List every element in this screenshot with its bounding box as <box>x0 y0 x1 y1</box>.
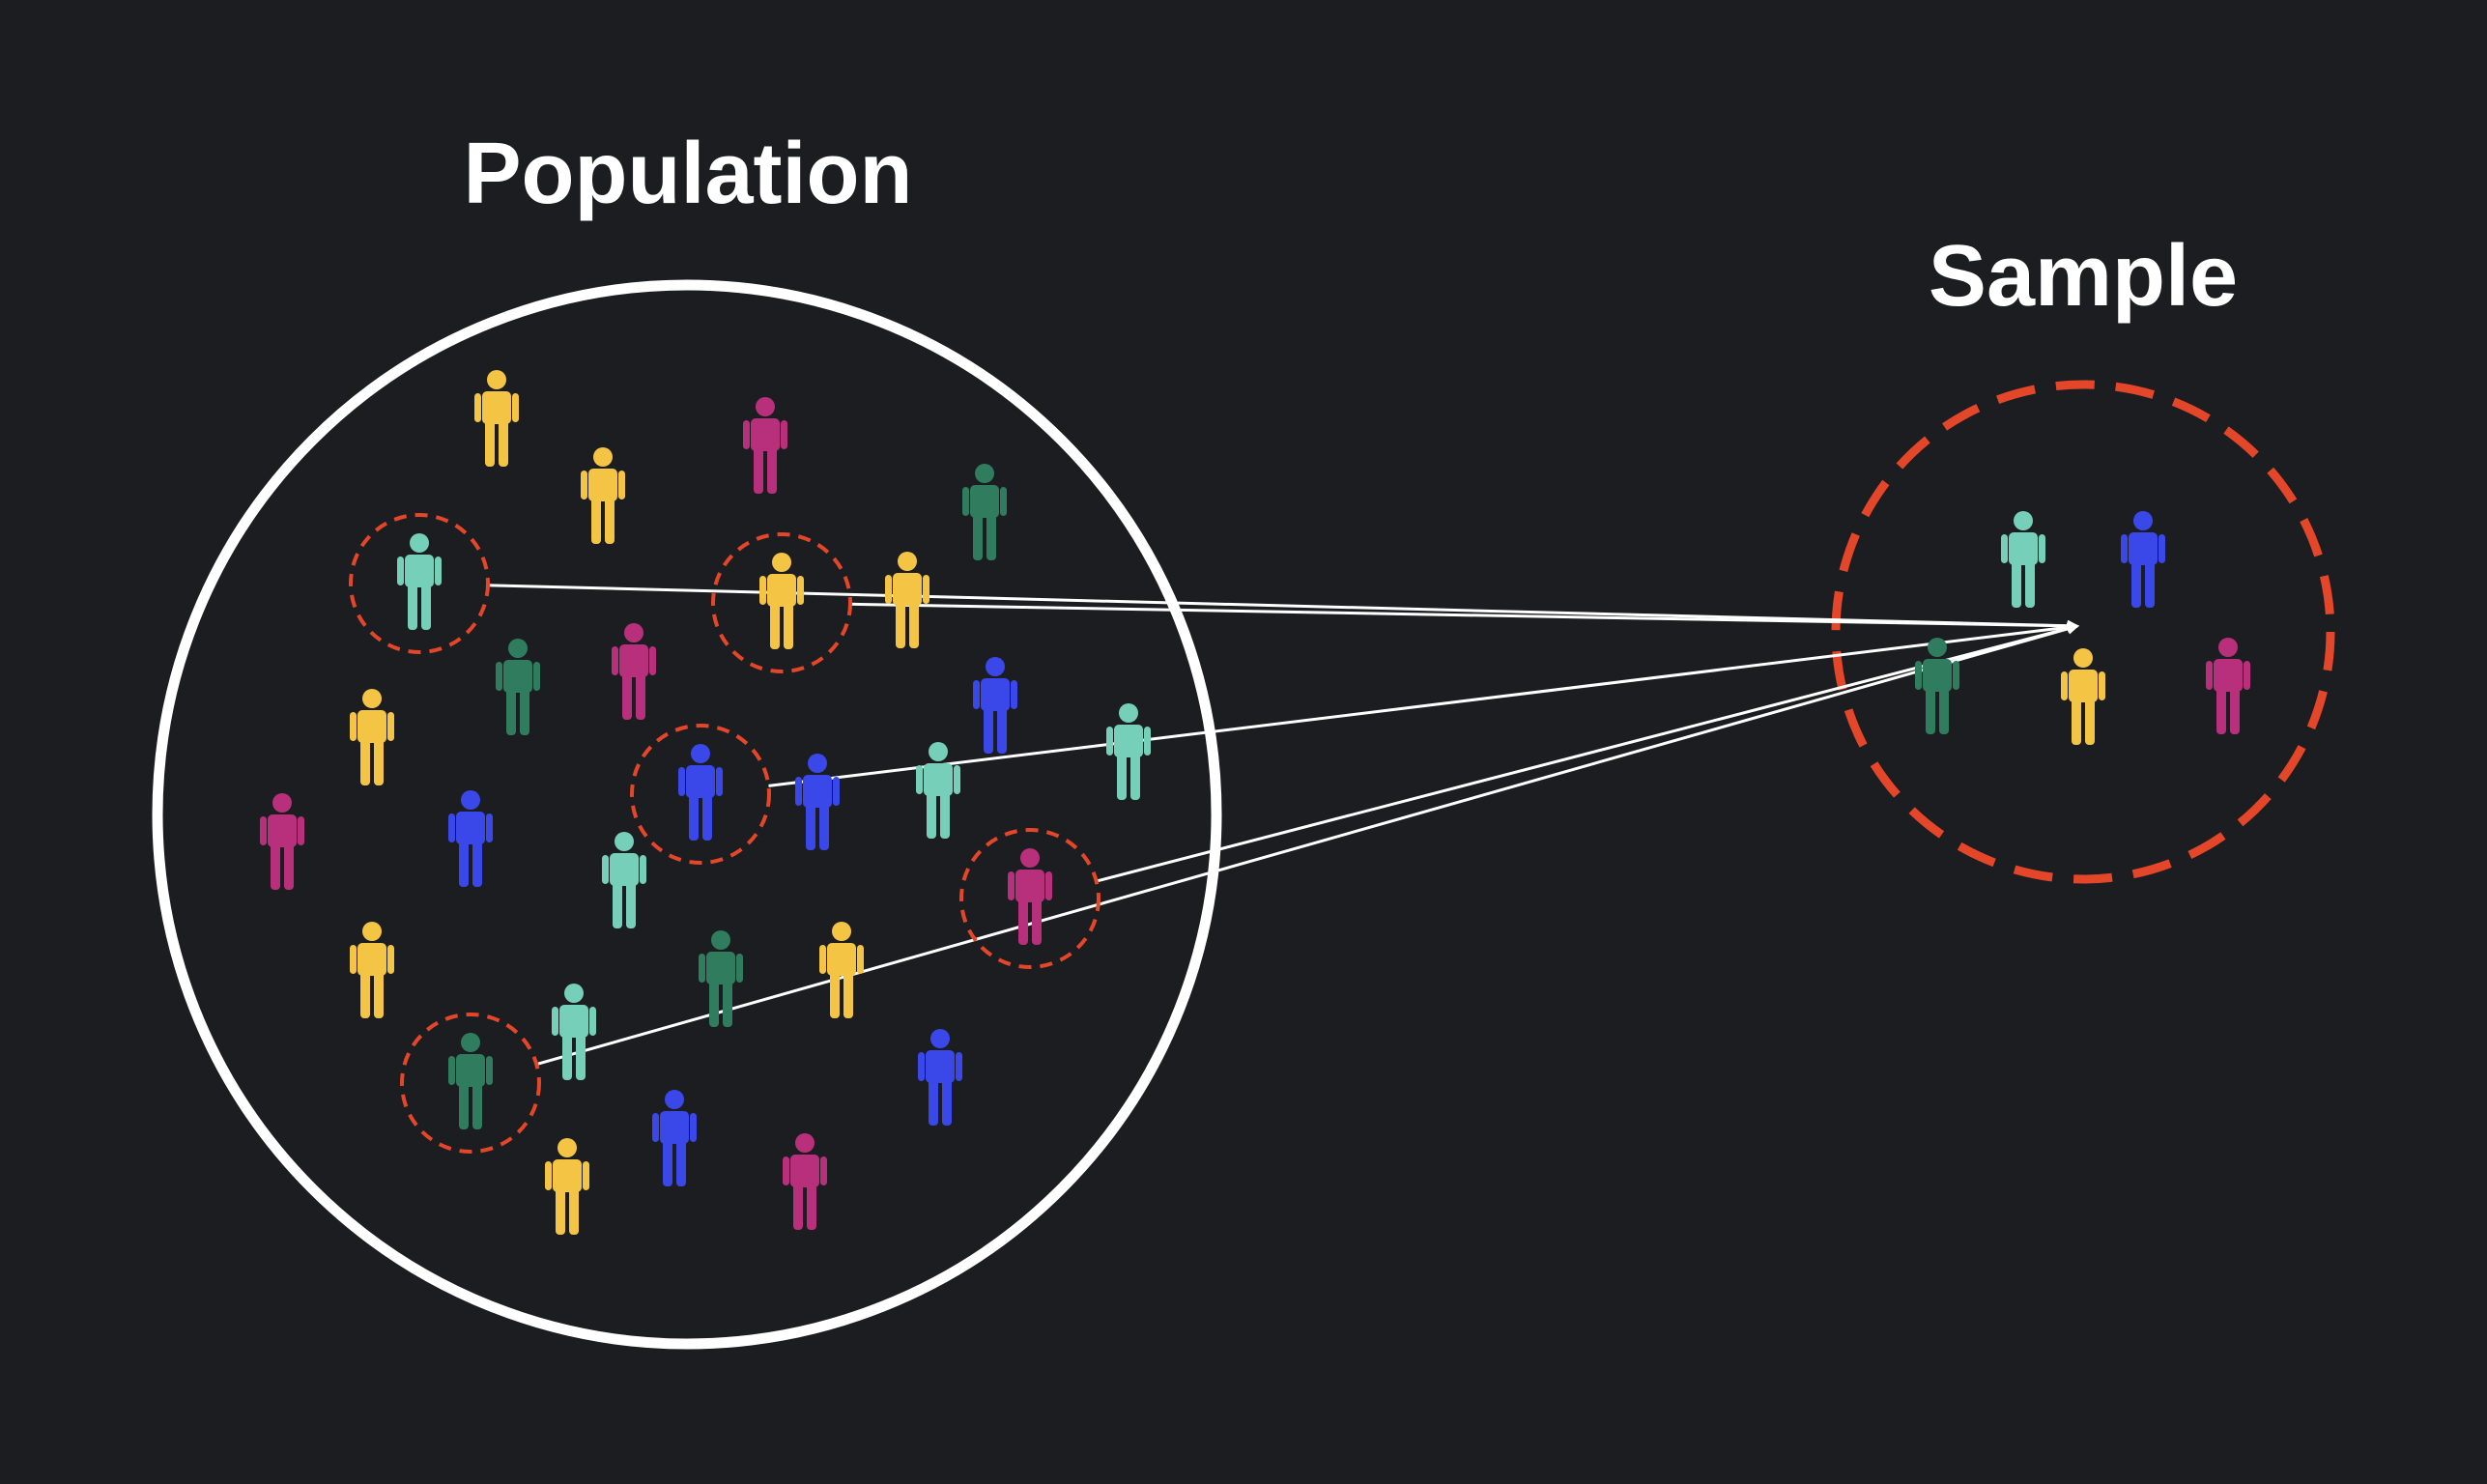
sampling-arrow <box>1096 622 2079 883</box>
sampling-arrow <box>768 621 2079 787</box>
person-icon <box>581 447 625 544</box>
person-icon <box>448 790 493 887</box>
person-icon <box>1008 848 1052 945</box>
person-icon <box>350 689 394 785</box>
sampling-arrows <box>487 584 2079 1067</box>
person-icon <box>448 1033 493 1129</box>
person-icon <box>496 639 540 735</box>
person-icon <box>350 922 394 1018</box>
selection-ring <box>711 532 852 673</box>
population-people <box>260 370 1151 1235</box>
person-icon <box>918 1029 962 1126</box>
selection-ring <box>630 724 771 865</box>
person-icon <box>743 397 787 494</box>
person-icon <box>962 464 1007 560</box>
sample-person-icon <box>2121 511 2165 608</box>
person-icon <box>699 930 743 1027</box>
sampling-arrow <box>487 584 2079 632</box>
population-circle <box>152 279 1222 1350</box>
person-icon <box>545 1138 589 1235</box>
person-icon <box>397 533 442 630</box>
person-icon <box>916 742 960 839</box>
person-icon <box>973 657 1017 754</box>
population-label: Population <box>464 126 913 222</box>
sample-person-icon <box>2001 511 2045 608</box>
selection-rings <box>349 513 1101 1154</box>
sample-person-icon <box>2206 638 2250 734</box>
selection-ring <box>349 513 490 654</box>
person-icon <box>819 922 864 1018</box>
selection-ring <box>400 1013 541 1154</box>
sampling-arrow <box>535 622 2079 1067</box>
sample-person-icon <box>2061 648 2105 745</box>
selection-ring <box>959 828 1101 969</box>
sample-label: Sample <box>1929 228 2238 325</box>
person-icon <box>759 553 804 649</box>
sampling-arrow <box>849 602 2079 632</box>
person-icon <box>678 744 723 841</box>
person-icon <box>1106 703 1151 800</box>
person-icon <box>612 623 656 720</box>
sample-people <box>1915 511 2250 745</box>
person-icon <box>795 754 840 850</box>
person-icon <box>260 793 304 890</box>
person-icon <box>652 1090 697 1186</box>
sample-person-icon <box>1915 638 1959 734</box>
person-icon <box>602 832 646 928</box>
sample-circle <box>1831 380 2335 884</box>
person-icon <box>474 370 519 467</box>
person-icon <box>552 984 596 1080</box>
person-icon <box>783 1133 827 1230</box>
person-icon <box>885 552 929 648</box>
